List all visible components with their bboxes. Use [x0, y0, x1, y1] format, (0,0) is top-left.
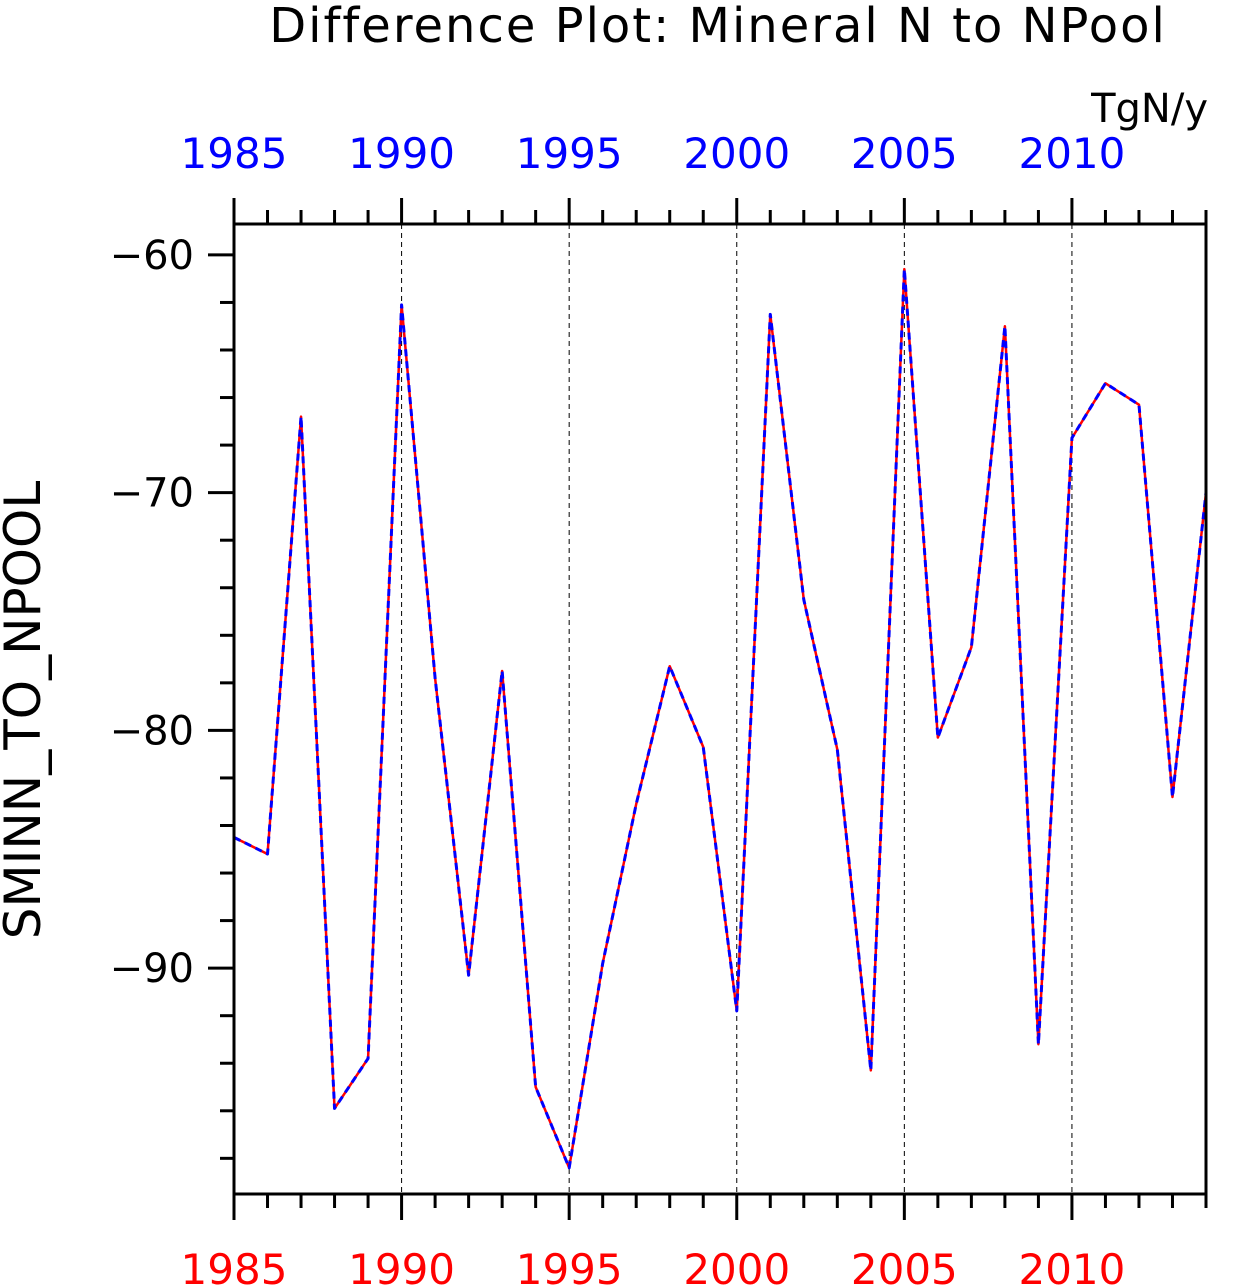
data-series — [233, 267, 1208, 1170]
y-tick-label: −90 — [110, 946, 194, 992]
y-axis-label: SMINN_TO_NPOOL — [0, 481, 52, 940]
series-line-solid-red — [233, 267, 1208, 1170]
y-tick-label: −70 — [110, 471, 194, 517]
x-tick-label-top: 1995 — [516, 129, 623, 178]
x-tick-label-top: 2000 — [683, 129, 790, 178]
series-line-dashed-blue — [233, 267, 1208, 1170]
x-tick-label-top: 1985 — [181, 129, 288, 178]
axis-ticks — [208, 198, 1208, 1220]
x-tick-label-bottom: 1985 — [181, 1245, 288, 1286]
plot-frame — [232, 222, 1208, 1196]
x-tick-label-top: 1990 — [348, 129, 455, 178]
y-tick-label: −60 — [110, 233, 194, 279]
vertical-grid-lines — [401, 224, 1073, 1194]
tick-labels: −60 −70 −80 −90 1985 1985 1990 1990 1995 1995 2000… — [110, 129, 1126, 1286]
chart-title: Difference Plot: Mineral N to NPool — [269, 0, 1167, 54]
units-label: TgN/y — [1090, 86, 1208, 132]
x-tick-label-bottom: 2010 — [1018, 1245, 1125, 1286]
y-tick-label: −80 — [110, 708, 194, 754]
x-tick-label-bottom: 1995 — [516, 1245, 623, 1286]
x-tick-label-bottom: 2000 — [683, 1245, 790, 1286]
x-tick-label-top: 2010 — [1018, 129, 1125, 178]
x-tick-label-top: 2005 — [851, 129, 958, 178]
x-tick-label-bottom: 2005 — [851, 1245, 958, 1286]
x-tick-label-bottom: 1990 — [348, 1245, 455, 1286]
